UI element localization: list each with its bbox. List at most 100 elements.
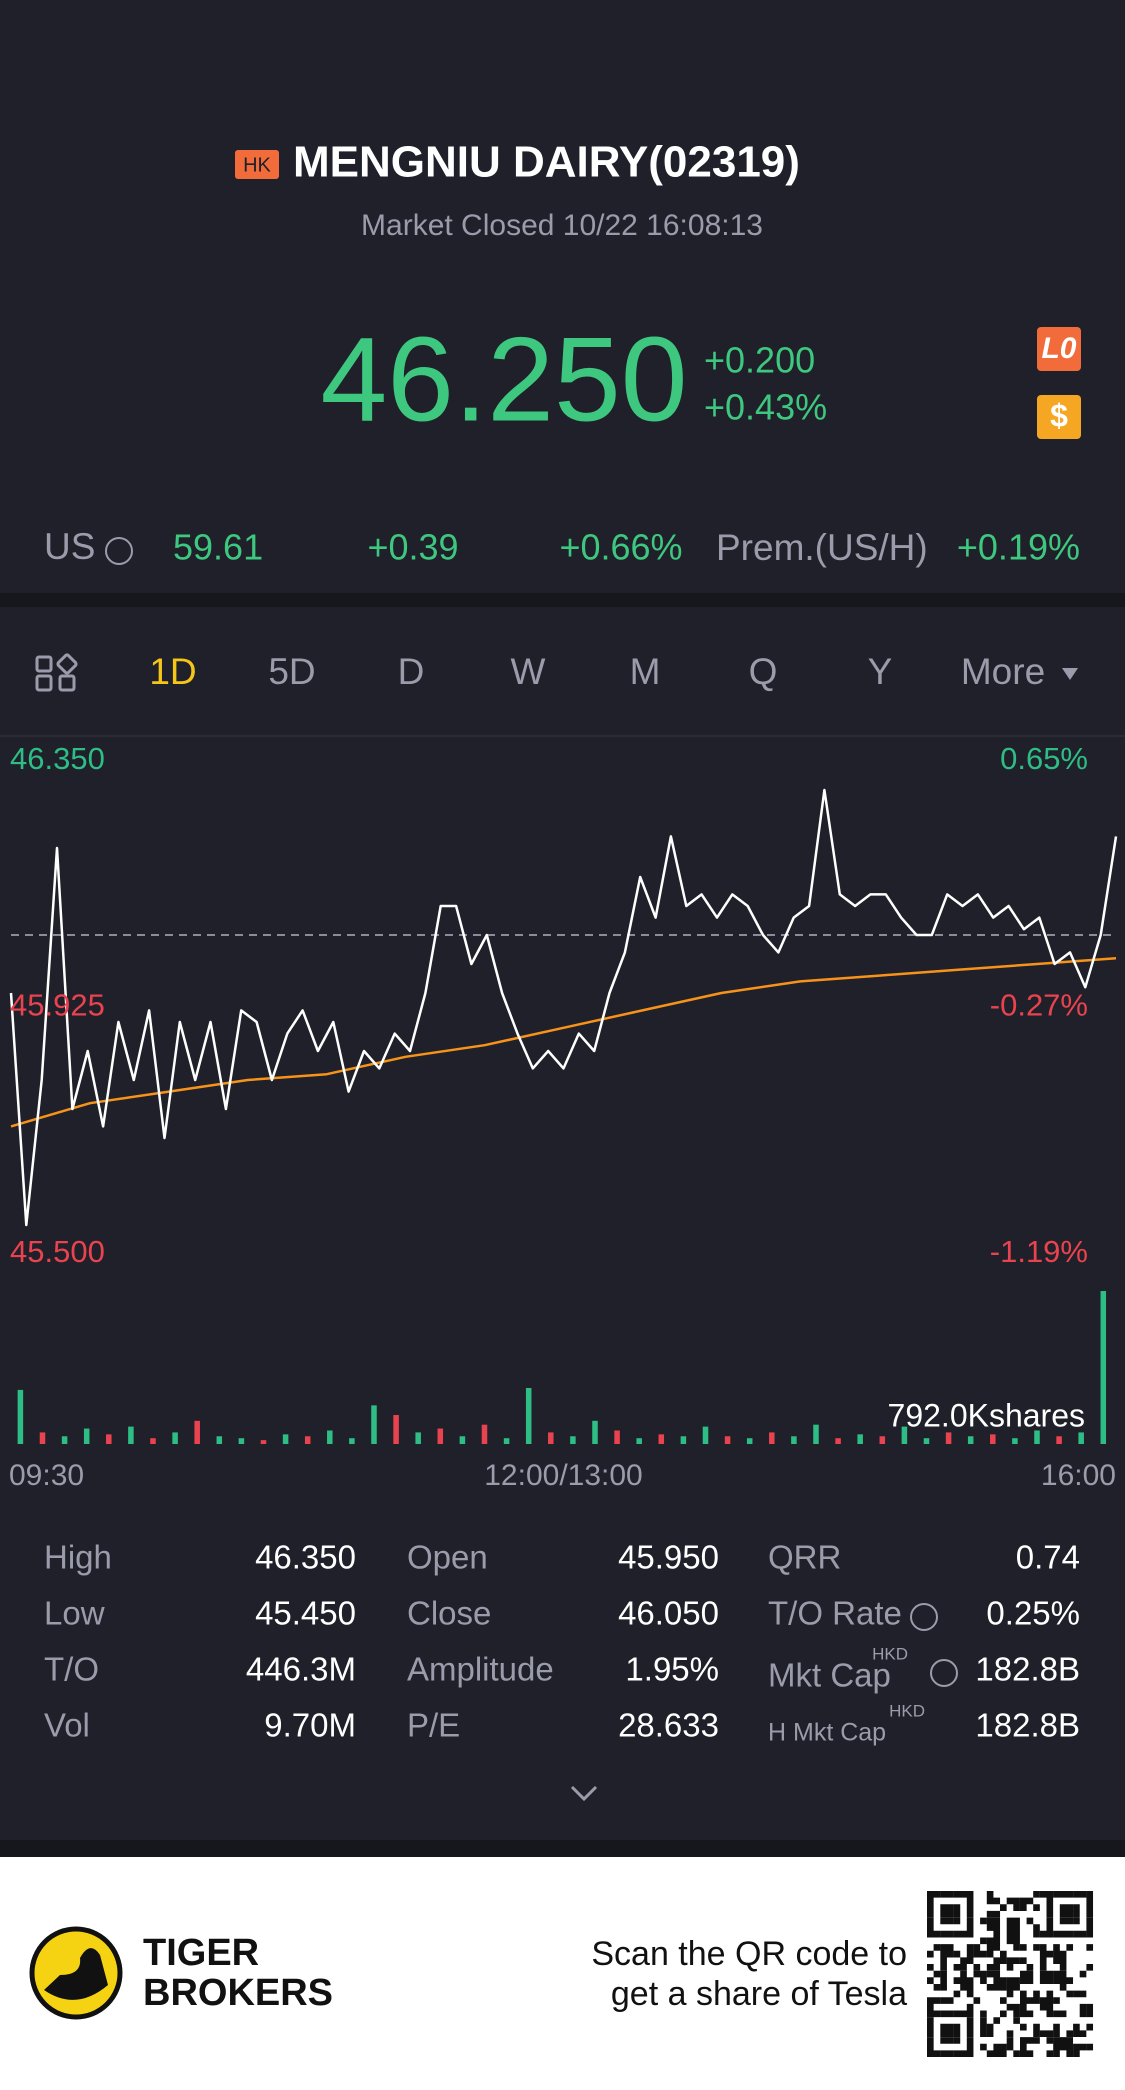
separator — [0, 735, 1125, 737]
volume-bar — [194, 1420, 200, 1444]
volume-bar — [327, 1430, 333, 1444]
volume-bar — [857, 1434, 863, 1444]
period-tab[interactable]: 5D — [268, 651, 315, 692]
volume-bar — [106, 1434, 112, 1444]
volume-bar — [923, 1438, 930, 1444]
market-badge — [235, 150, 279, 179]
volume-bar — [967, 1436, 974, 1444]
us-change: +0.39 — [367, 527, 458, 568]
volume-bar — [1012, 1438, 1018, 1444]
volume-bar — [415, 1432, 421, 1444]
x-tick-label: 09:30 — [9, 1459, 84, 1492]
volume-bar — [459, 1436, 466, 1444]
stat-label: Open — [407, 1539, 488, 1576]
y2-tick-label: -1.19% — [990, 1234, 1088, 1269]
stat-value: 46.050 — [618, 1595, 719, 1632]
stat-value: 446.3M — [246, 1651, 356, 1688]
stat-value: 0.74 — [1016, 1539, 1080, 1576]
expand-chevron[interactable] — [570, 1785, 598, 1802]
volume-label: 792.0Kshares — [888, 1397, 1085, 1433]
price-line — [10, 956, 1117, 1128]
level-icon[interactable] — [1037, 327, 1081, 371]
stat-label: Mkt Cap — [768, 1657, 891, 1694]
brand-name: BROKERS — [143, 1972, 333, 2014]
volume-bar — [990, 1434, 996, 1444]
volume-bar — [1056, 1436, 1062, 1444]
stat-value: 28.633 — [618, 1707, 719, 1744]
volume-bar — [614, 1430, 620, 1444]
us-price: 59.61 — [173, 527, 263, 568]
volume-bar — [172, 1432, 178, 1444]
us-label: US — [44, 526, 95, 567]
info-icon[interactable] — [910, 1603, 938, 1631]
volume-bar — [702, 1426, 709, 1444]
volume-bar — [61, 1436, 68, 1444]
stat-value: 1.95% — [625, 1651, 719, 1688]
currency-superscript: HKD — [872, 1644, 908, 1663]
us-change-pct: +0.66% — [559, 527, 682, 568]
x-tick-label: 16:00 — [1041, 1459, 1116, 1492]
trade-icon[interactable] — [1037, 395, 1081, 439]
layout-icon[interactable] — [35, 653, 78, 692]
volume-bar — [481, 1424, 488, 1444]
period-tab[interactable]: M — [630, 651, 661, 692]
info-icon[interactable] — [105, 537, 133, 565]
separator — [0, 593, 1125, 607]
promo-text: Scan the QR code to — [591, 1935, 907, 1973]
volume-bar — [393, 1415, 399, 1444]
stat-value: 9.70M — [264, 1707, 356, 1744]
volume-bar — [349, 1438, 355, 1444]
stock-title: MENGNIU DAIRY(02319) — [293, 138, 800, 187]
y-tick-label: 45.925 — [10, 988, 105, 1023]
stat-value: 45.950 — [618, 1539, 719, 1576]
volume-bar — [724, 1436, 731, 1444]
volume-bar — [238, 1438, 245, 1444]
dropdown-arrow — [1062, 668, 1078, 680]
qr-code — [927, 1891, 1094, 2058]
level-icon-text: L0 — [1041, 332, 1076, 365]
period-tab[interactable]: 1D — [149, 651, 196, 692]
volume-bar — [945, 1432, 952, 1444]
premium-label: Prem.(US/H) — [716, 527, 928, 568]
volume-bar — [901, 1426, 908, 1444]
period-tab[interactable]: W — [511, 651, 546, 692]
volume-bar — [548, 1432, 554, 1444]
period-tab[interactable]: Q — [749, 651, 778, 692]
volume-bar — [769, 1432, 775, 1444]
volume-bar — [503, 1438, 510, 1444]
volume-bar — [83, 1428, 90, 1444]
premium-value: +0.19% — [957, 527, 1080, 568]
promo-text: get a share of Tesla — [611, 1975, 907, 2013]
stat-label: P/E — [407, 1707, 460, 1744]
stat-label: Amplitude — [407, 1651, 554, 1688]
period-tab[interactable]: Y — [868, 651, 893, 692]
volume-bar — [570, 1436, 576, 1444]
volume-bar — [39, 1432, 46, 1444]
volume-bar — [1034, 1430, 1040, 1444]
volume-bar — [813, 1424, 819, 1444]
stat-value: 182.8B — [975, 1707, 1080, 1744]
period-tab[interactable]: D — [398, 651, 425, 692]
volume-bar — [791, 1436, 797, 1444]
y-tick-label: 45.500 — [10, 1234, 105, 1269]
info-icon[interactable] — [930, 1659, 958, 1687]
volume-bar — [680, 1436, 687, 1444]
volume-bar — [636, 1438, 642, 1444]
price-change-pct: +0.43% — [704, 387, 827, 428]
currency-superscript: HKD — [889, 1701, 925, 1720]
brand-name: TIGER — [143, 1932, 259, 1974]
stat-label: Low — [44, 1595, 105, 1632]
period-tab[interactable]: More — [961, 651, 1045, 692]
market-status: Market Closed 10/22 16:08:13 — [361, 209, 763, 242]
volume-bar — [17, 1389, 24, 1444]
stat-value: 182.8B — [975, 1651, 1080, 1688]
brand-logo-mark — [44, 1948, 108, 2000]
volume-bar — [592, 1420, 598, 1444]
volume-bar — [525, 1387, 532, 1444]
y-tick-label: 46.350 — [10, 741, 105, 776]
stat-value: 46.350 — [255, 1539, 356, 1576]
market-badge-text: HK — [243, 154, 271, 176]
